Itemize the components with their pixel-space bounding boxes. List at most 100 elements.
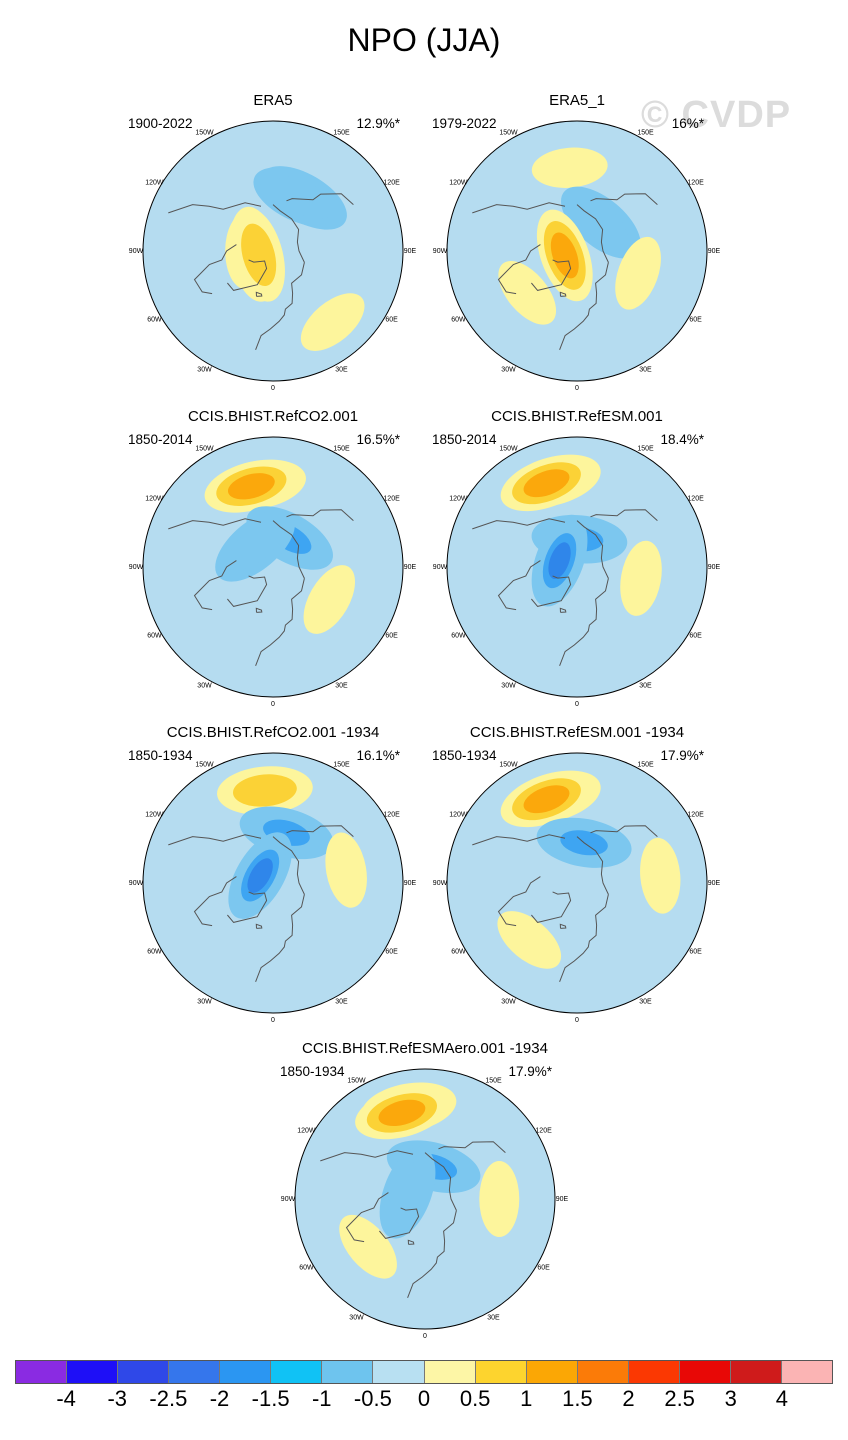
longitude-label: 120E bbox=[687, 496, 704, 503]
colorbar-swatch bbox=[730, 1361, 782, 1383]
colorbar-swatch bbox=[679, 1361, 731, 1383]
longitude-label: 60E bbox=[385, 633, 398, 640]
coastline bbox=[255, 262, 305, 350]
colorbar-swatch bbox=[220, 1361, 272, 1383]
watermark: © CVDP bbox=[641, 94, 792, 136]
panel-years: 1850-1934 bbox=[280, 1064, 345, 1079]
positive-anomaly-contour bbox=[303, 565, 356, 634]
longitude-label: 90W bbox=[129, 248, 144, 255]
colorbar-swatch bbox=[67, 1361, 119, 1383]
longitude-label: 120E bbox=[535, 1128, 552, 1135]
map-boundary bbox=[294, 1068, 556, 1330]
longitude-label: 30E bbox=[639, 999, 652, 1006]
longitude-label: 180 bbox=[571, 116, 583, 118]
longitude-label: 150E bbox=[333, 761, 350, 768]
longitude-label: 60W bbox=[147, 633, 162, 640]
positive-anomaly-contour bbox=[227, 473, 275, 500]
coastline bbox=[193, 244, 237, 295]
map-panel-refesm: CCIS.BHIST.RefESM.0011850-201418.4%*1801… bbox=[432, 408, 722, 708]
longitude-label: 120E bbox=[687, 812, 704, 819]
coastline bbox=[272, 520, 305, 579]
longitude-label: 60E bbox=[689, 633, 702, 640]
longitude-label: 150E bbox=[637, 445, 654, 452]
colorbar-swatch bbox=[16, 1361, 68, 1383]
longitude-label: 90W bbox=[281, 1196, 296, 1203]
longitude-label: 30W bbox=[197, 999, 212, 1006]
longitude-label: 90E bbox=[708, 880, 721, 887]
longitude-label: 0 bbox=[271, 385, 275, 392]
negative-anomaly-contour bbox=[388, 1162, 427, 1224]
longitude-label: 30W bbox=[501, 367, 516, 374]
longitude-label: 180 bbox=[571, 748, 583, 750]
coastline bbox=[193, 876, 237, 927]
polar-map: 180 150W 120W 90W 60W 30W 0 30E 60E 90E 120E 150E bbox=[129, 432, 417, 708]
panel-variance-percent: 12.9%* bbox=[356, 116, 400, 131]
coastline bbox=[272, 204, 305, 263]
colorbar-tick-label: 0.5 bbox=[459, 1386, 491, 1411]
panel-title: CCIS.BHIST.RefESMAero.001 -1934 bbox=[302, 1040, 548, 1057]
coastline bbox=[227, 891, 268, 923]
coastline bbox=[424, 1152, 457, 1211]
longitude-label: 60W bbox=[451, 317, 466, 324]
polar-map: 180 150W 120W 90W 60W 30W 0 30E 60E 90E 120E 150E bbox=[433, 748, 721, 1024]
panel-title: CCIS.BHIST.RefCO2.001 -1934 bbox=[166, 724, 380, 741]
coastline bbox=[255, 607, 263, 613]
map-boundary bbox=[142, 436, 404, 698]
coastline bbox=[345, 1192, 389, 1243]
longitude-label: 180 bbox=[267, 432, 279, 434]
negative-anomaly-contour bbox=[274, 176, 333, 220]
longitude-label: 150E bbox=[333, 445, 350, 452]
colorbar-swatch bbox=[322, 1361, 374, 1383]
longitude-label: 60W bbox=[451, 633, 466, 640]
longitude-label: 120W bbox=[145, 496, 164, 503]
colorbar-tick-label: -0.5 bbox=[353, 1386, 392, 1411]
longitude-label: 0 bbox=[271, 1017, 275, 1024]
colorbar-tick-label: 2 bbox=[622, 1386, 635, 1411]
longitude-label: 0 bbox=[575, 385, 579, 392]
positive-anomaly-contour bbox=[523, 469, 570, 498]
coastline bbox=[576, 520, 609, 579]
coastline bbox=[590, 193, 658, 205]
colorbar-tick-label: 1.5 bbox=[562, 1386, 593, 1411]
panel-title: CCIS.BHIST.RefESM.001 bbox=[491, 408, 663, 425]
panel-years: 1979-2022 bbox=[432, 116, 497, 131]
colorbar-swatch bbox=[781, 1361, 832, 1383]
panel-title: CCIS.BHIST.RefCO2.001 bbox=[187, 408, 359, 425]
panel-years: 1900-2022 bbox=[128, 116, 193, 131]
longitude-label: 30E bbox=[335, 999, 348, 1006]
positive-anomaly-contour bbox=[620, 540, 662, 616]
colorbar-swatch bbox=[577, 1361, 629, 1383]
longitude-label: 150W bbox=[195, 129, 214, 136]
colorbar-tick-label: -4 bbox=[56, 1386, 76, 1411]
map-panel-refesm-1934: CCIS.BHIST.RefESM.001 -1934 1850-1934 17.9… bbox=[432, 724, 722, 1024]
longitude-label: 150W bbox=[499, 761, 518, 768]
longitude-label: 180 bbox=[267, 748, 279, 750]
coastline bbox=[559, 607, 567, 613]
longitude-label: 120W bbox=[449, 180, 468, 187]
longitude-label: 90E bbox=[404, 564, 417, 571]
longitude-label: 90E bbox=[404, 248, 417, 255]
coastline bbox=[531, 891, 572, 923]
longitude-label: 120W bbox=[297, 1128, 316, 1135]
coastline bbox=[472, 518, 566, 530]
polar-map: 180 150W 120W 90W 60W 30W 0 30E 60E 90E 120E 150E bbox=[129, 116, 417, 392]
colorbar-swatch bbox=[118, 1361, 170, 1383]
positive-anomaly-contour bbox=[325, 832, 367, 908]
positive-anomaly-contour bbox=[241, 223, 277, 287]
longitude-label: 60E bbox=[537, 1265, 550, 1272]
positive-anomaly-contour bbox=[615, 236, 661, 310]
longitude-label: 120W bbox=[449, 496, 468, 503]
negative-anomaly-contour bbox=[574, 198, 628, 247]
longitude-label: 90W bbox=[129, 880, 144, 887]
colorbar-swatch bbox=[373, 1361, 425, 1383]
longitude-label: 120E bbox=[383, 812, 400, 819]
coastline bbox=[559, 262, 609, 350]
coastline bbox=[407, 1239, 415, 1245]
coastline bbox=[559, 578, 609, 666]
colorbar-labels: -4 -3 -2.5 -2 -1.5 -1 -0.5 0 0.5 1 1.5 2 2.5 3 4 bbox=[0, 1386, 848, 1416]
negative-anomaly-contour bbox=[228, 521, 282, 570]
longitude-label: 120E bbox=[687, 180, 704, 187]
longitude-label: 30W bbox=[501, 683, 516, 690]
panel-variance-percent: 16%* bbox=[671, 116, 704, 131]
map-panel-refesmaero-1934: CCIS.BHIST.RefESMAero.001 -1934 1850-1934… bbox=[280, 1040, 570, 1340]
